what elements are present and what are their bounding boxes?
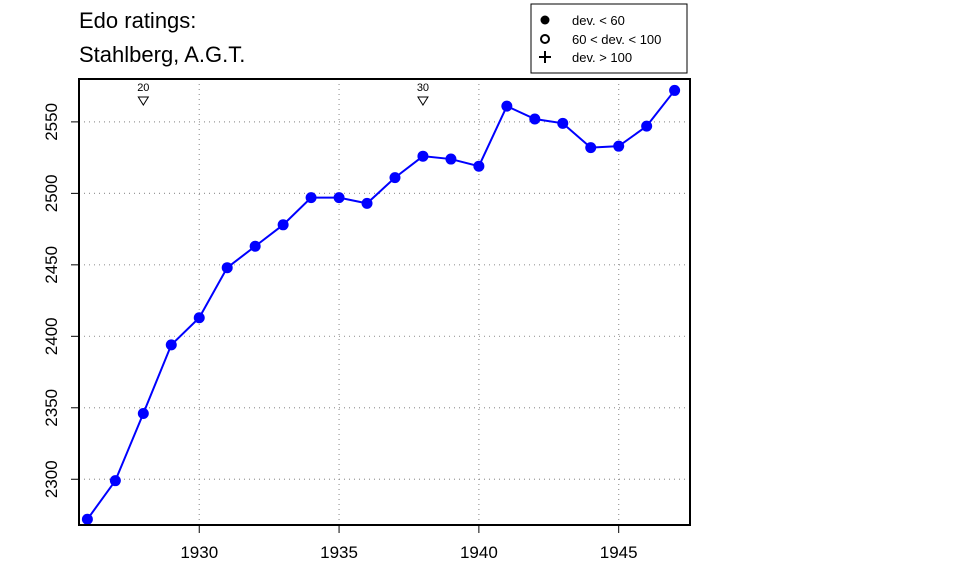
age-marker-triangle-icon	[417, 96, 429, 106]
age-marker-label: 20	[137, 82, 149, 94]
data-point	[557, 117, 569, 129]
axes: 1930 1935 1940 1945 2300 2350 2400 2450 2500 2550	[42, 103, 638, 562]
data-point	[249, 240, 261, 252]
legend-label-dev-gt-100: dev. > 100	[572, 50, 632, 65]
data-point	[361, 197, 373, 209]
data-point	[641, 120, 653, 132]
age-markers: 20 30	[137, 82, 429, 106]
series-layer	[81, 84, 681, 525]
legend-plus-icon	[539, 51, 551, 63]
x-tick-label: 1930	[180, 543, 218, 562]
y-tick-label: 2550	[42, 103, 61, 141]
data-point	[417, 150, 429, 162]
age-marker-label: 30	[417, 82, 429, 94]
x-tick-label: 1945	[600, 543, 638, 562]
y-tick-label: 2300	[42, 460, 61, 498]
chart-title-line-1: Edo ratings:	[79, 8, 196, 33]
chart-title-line-2: Stahlberg, A.G.T.	[79, 42, 245, 67]
data-point	[81, 513, 93, 525]
legend-label-dev-60-100: 60 < dev. < 100	[572, 32, 661, 47]
x-tick-label: 1940	[460, 543, 498, 562]
legend-open-circle-icon	[540, 34, 550, 44]
grid-lines	[79, 79, 690, 525]
data-point	[165, 339, 177, 351]
legend: dev. < 60 60 < dev. < 100 dev. > 100	[530, 3, 688, 74]
data-point	[529, 113, 541, 125]
legend-box	[530, 3, 688, 74]
data-point	[613, 140, 625, 152]
data-point	[669, 84, 681, 96]
data-point	[221, 262, 233, 274]
y-tick-label: 2400	[42, 317, 61, 355]
data-point	[389, 172, 401, 184]
data-point	[445, 153, 457, 165]
legend-filled-circle-icon	[540, 15, 550, 25]
data-point	[585, 142, 597, 154]
y-tick-label: 2500	[42, 174, 61, 212]
data-point	[473, 160, 485, 172]
data-point	[305, 192, 317, 204]
data-point	[137, 408, 149, 419]
data-point	[109, 475, 121, 487]
age-marker-triangle-icon	[137, 96, 150, 106]
legend-label-dev-lt-60: dev. < 60	[572, 13, 625, 28]
x-tick-label: 1935	[320, 543, 358, 562]
data-point	[277, 219, 289, 231]
data-point	[333, 192, 345, 204]
series-line	[86, 89, 676, 520]
y-tick-label: 2450	[42, 246, 61, 284]
data-point	[193, 312, 205, 324]
plot-frame	[78, 78, 691, 526]
data-point	[501, 100, 513, 112]
y-tick-label: 2350	[42, 389, 61, 427]
